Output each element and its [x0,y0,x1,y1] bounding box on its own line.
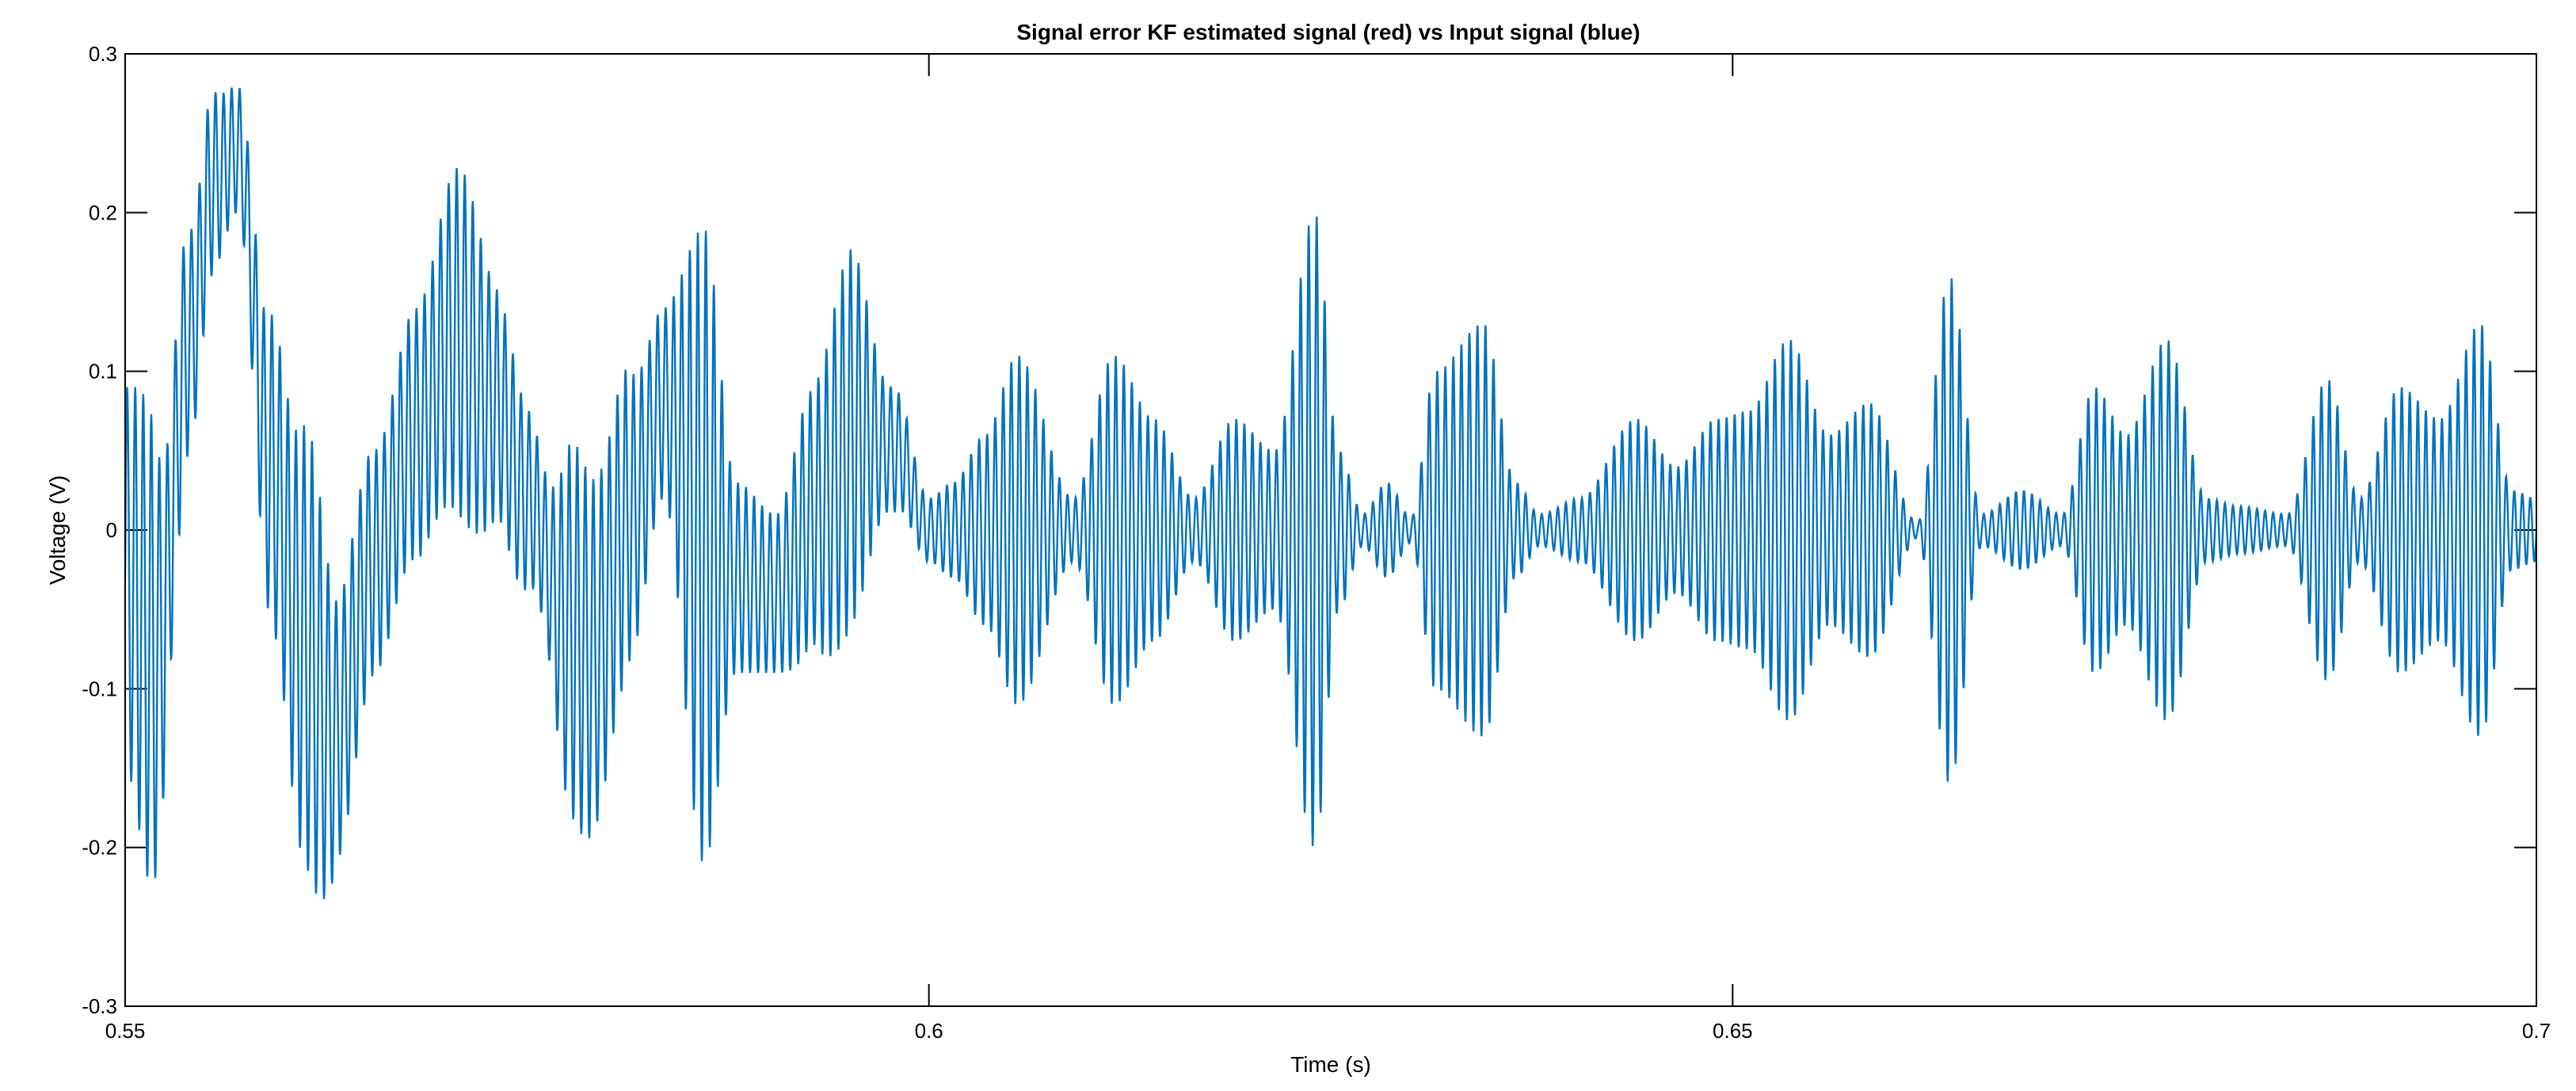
x-tick-label: 0.6 [915,1019,943,1043]
y-tick-label: 0.3 [89,42,117,66]
y-tick-label: 0 [106,518,117,542]
x-axis-label: Time (s) [1290,1052,1371,1077]
y-tick-label: 0.2 [89,200,117,224]
y-axis-label: Voltage (V) [45,475,70,586]
x-tick-label: 0.7 [2522,1019,2551,1043]
series-line-input-signal [125,87,2536,899]
plot-area [125,87,2536,899]
y-tick-label: -0.1 [82,677,117,700]
plot-frame [124,53,2537,1007]
x-tick-label: 0.65 [1713,1019,1753,1043]
x-tick-label: 0.55 [105,1019,146,1043]
y-tick-label: -0.2 [82,836,117,860]
chart-title: Signal error KF estimated signal (red) v… [1016,20,1640,44]
axis-tick-labels: 0.55 0.6 0.65 0.7 -0.3 -0.2 -0.1 0 0.1 0.2 0.3 [82,42,2551,1043]
y-tick-label: -0.3 [82,994,117,1018]
y-tick-label: 0.1 [89,360,117,383]
